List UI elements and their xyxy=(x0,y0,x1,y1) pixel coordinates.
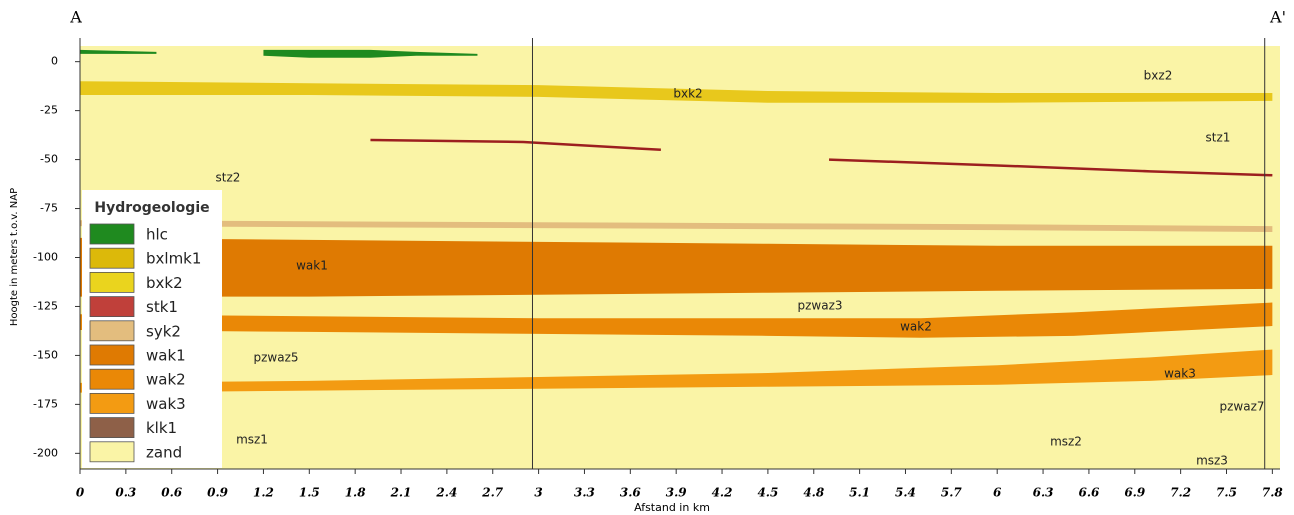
legend-label: syk2 xyxy=(146,322,181,340)
y-axis-label: Hoogte in meters t.o.v. NAP xyxy=(9,188,20,326)
x-tick-label: 0.3 xyxy=(115,486,136,500)
x-tick-label: 6.6 xyxy=(1078,486,1100,500)
x-tick-label: 0 xyxy=(76,486,85,500)
y-tick-label: -150 xyxy=(33,348,58,361)
x-tick-label: 2.1 xyxy=(390,486,412,500)
legend-swatch xyxy=(89,344,135,366)
x-tick-label: 0.6 xyxy=(161,486,183,500)
unit-label: wak3 xyxy=(1164,367,1196,381)
legend-swatch xyxy=(89,223,135,245)
y-tick-label: -75 xyxy=(40,202,58,215)
x-tick-label: 1.2 xyxy=(253,486,274,500)
legend-swatch xyxy=(89,441,135,463)
unit-label: msz3 xyxy=(1196,454,1228,468)
unit-label: pzwaz7 xyxy=(1219,400,1264,414)
x-tick-label: 5.7 xyxy=(941,486,963,500)
y-tick-label: -175 xyxy=(33,397,58,410)
legend-label: hlc xyxy=(146,226,168,244)
x-tick-label: 5.1 xyxy=(849,486,870,500)
x-tick-label: 5.4 xyxy=(895,486,916,500)
legend-label: stk1 xyxy=(146,298,178,316)
x-tick-label: 7.5 xyxy=(1216,486,1237,500)
unit-label: bxz2 xyxy=(1144,69,1173,83)
layer xyxy=(80,349,1273,393)
legend-swatch xyxy=(89,392,135,414)
legend-label: wak1 xyxy=(146,347,186,365)
x-tick-label: 6.3 xyxy=(1033,486,1054,500)
legend-label: bxk2 xyxy=(146,274,183,292)
legend-label: zand xyxy=(146,443,182,461)
y-tick-label: -200 xyxy=(33,446,58,459)
legend-swatch xyxy=(89,320,135,342)
x-tick-label: 4.2 xyxy=(712,486,733,500)
legend-swatch xyxy=(89,247,135,269)
legend-label: bxlmk1 xyxy=(146,250,201,268)
x-tick-label: 1.5 xyxy=(299,486,320,500)
x-tick-label: 7.2 xyxy=(1170,486,1191,500)
legend-label: klk1 xyxy=(146,419,177,437)
x-tick-label: 4.8 xyxy=(803,486,825,500)
legend: Hydrogeologie hlc bxlmk1 bxk2 stk1 syk2 wak1 wa… xyxy=(82,190,222,468)
layer-line xyxy=(370,138,661,152)
x-tick-label: 3.3 xyxy=(574,486,595,500)
layer xyxy=(80,49,157,54)
unit-label: stz2 xyxy=(216,171,241,185)
layer xyxy=(80,220,1273,233)
unit-label: stz1 xyxy=(1206,131,1231,145)
y-tick-label: -50 xyxy=(40,153,58,166)
unit-label: pzwaz3 xyxy=(797,299,842,313)
x-tick-label: 7.8 xyxy=(1262,486,1284,500)
y-tick-label: -100 xyxy=(33,251,58,264)
unit-label: pzwaz5 xyxy=(253,351,298,365)
x-tick-label: 1.8 xyxy=(345,486,367,500)
legend-label: wak3 xyxy=(146,395,186,413)
x-axis-label: Afstand in km xyxy=(634,501,710,514)
x-tick-label: 4.5 xyxy=(757,486,778,500)
legend-label: wak2 xyxy=(146,371,186,389)
layer-line xyxy=(829,158,1273,177)
layer xyxy=(263,49,478,58)
legend-swatch xyxy=(89,296,135,318)
x-tick-label: 6.9 xyxy=(1124,486,1146,500)
unit-label: msz2 xyxy=(1050,435,1082,449)
legend-swatch xyxy=(89,417,135,439)
y-tick-label: -125 xyxy=(33,299,58,312)
x-tick-label: 0.9 xyxy=(207,486,229,500)
layer xyxy=(80,302,1273,338)
start-label: A xyxy=(69,8,82,27)
unit-label: msz1 xyxy=(236,433,268,447)
layer xyxy=(80,81,1273,103)
x-tick-label: 3.9 xyxy=(666,486,688,500)
x-tick-label: 2.7 xyxy=(481,486,504,500)
end-label: A' xyxy=(1269,8,1286,27)
unit-label: bxk2 xyxy=(673,87,702,101)
y-tick-label: 0 xyxy=(51,55,58,68)
legend-title: Hydrogeologie xyxy=(94,200,209,216)
x-tick-label: 2.4 xyxy=(435,486,457,500)
unit-label: wak2 xyxy=(900,320,932,334)
x-tick-label: 6 xyxy=(993,486,1002,500)
layer xyxy=(80,237,1273,297)
unit-label: wak1 xyxy=(296,259,328,273)
legend-swatch xyxy=(89,271,135,293)
x-tick-label: 3 xyxy=(534,486,542,500)
legend-swatch xyxy=(89,368,135,390)
x-tick-label: 3.6 xyxy=(620,486,642,500)
y-tick-label: -25 xyxy=(40,104,58,117)
